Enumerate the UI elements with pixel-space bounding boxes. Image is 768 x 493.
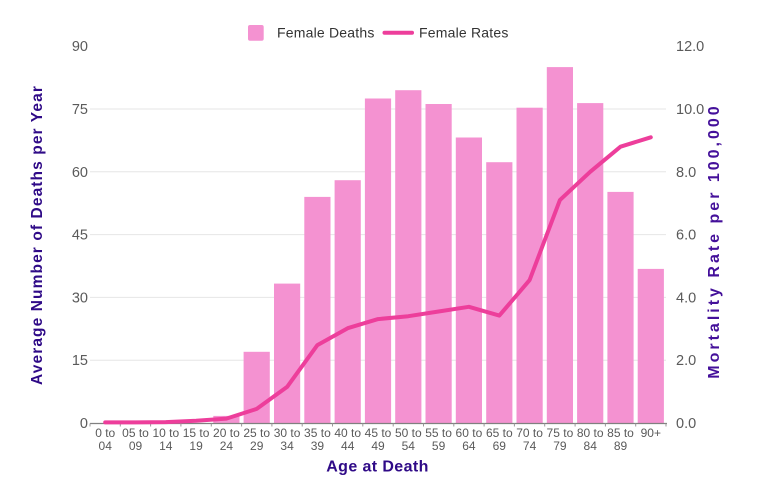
svg-text:25 to: 25 to (243, 426, 270, 440)
svg-text:44: 44 (341, 439, 355, 453)
svg-text:05 to: 05 to (122, 426, 149, 440)
svg-text:75: 75 (72, 102, 88, 118)
svg-text:4.0: 4.0 (676, 290, 696, 306)
svg-text:0.0: 0.0 (676, 416, 696, 432)
svg-text:20 to: 20 to (213, 426, 240, 440)
svg-text:84: 84 (584, 439, 598, 453)
svg-text:40 to: 40 to (334, 426, 361, 440)
svg-text:0: 0 (80, 416, 88, 432)
svg-text:24: 24 (220, 439, 234, 453)
svg-text:90+: 90+ (641, 426, 661, 440)
svg-text:45: 45 (72, 228, 88, 244)
svg-text:74: 74 (523, 439, 537, 453)
svg-text:30: 30 (72, 290, 88, 306)
svg-text:Female Deaths: Female Deaths (277, 25, 375, 41)
svg-text:2.0: 2.0 (676, 353, 696, 369)
svg-text:Average Number of Deaths per Y: Average Number of Deaths per Year (29, 85, 46, 385)
svg-text:0 to: 0 to (95, 426, 115, 440)
svg-text:35 to: 35 to (304, 426, 331, 440)
svg-text:59: 59 (432, 439, 446, 453)
svg-text:90: 90 (72, 39, 88, 55)
svg-text:49: 49 (371, 439, 385, 453)
svg-text:19: 19 (189, 439, 203, 453)
svg-text:Age at Death: Age at Death (326, 459, 429, 476)
svg-text:79: 79 (553, 439, 567, 453)
svg-text:39: 39 (311, 439, 325, 453)
svg-text:34: 34 (280, 439, 294, 453)
svg-text:70 to: 70 to (516, 426, 543, 440)
svg-text:85 to: 85 to (607, 426, 634, 440)
svg-text:Mortality Rate per 100,000: Mortality Rate per 100,000 (706, 103, 723, 378)
svg-text:14: 14 (159, 439, 173, 453)
svg-text:60: 60 (72, 165, 88, 181)
svg-text:55 to: 55 to (425, 426, 452, 440)
svg-text:04: 04 (99, 439, 113, 453)
svg-text:80 to: 80 to (577, 426, 604, 440)
svg-text:Female Rates: Female Rates (419, 25, 509, 41)
svg-text:30 to: 30 to (274, 426, 301, 440)
svg-text:15 to: 15 to (183, 426, 210, 440)
svg-text:6.0: 6.0 (676, 228, 696, 244)
svg-text:65 to: 65 to (486, 426, 513, 440)
svg-text:15: 15 (72, 353, 88, 369)
svg-text:29: 29 (250, 439, 264, 453)
svg-text:64: 64 (462, 439, 476, 453)
svg-text:50 to: 50 to (395, 426, 422, 440)
svg-text:10 to: 10 to (152, 426, 179, 440)
svg-text:10.0: 10.0 (676, 102, 704, 118)
svg-text:60 to: 60 to (456, 426, 483, 440)
svg-text:75 to: 75 to (547, 426, 574, 440)
svg-text:09: 09 (129, 439, 143, 453)
svg-text:12.0: 12.0 (676, 39, 704, 55)
svg-text:89: 89 (614, 439, 628, 453)
svg-text:45 to: 45 to (365, 426, 392, 440)
svg-text:69: 69 (493, 439, 507, 453)
svg-text:8.0: 8.0 (676, 165, 696, 181)
svg-text:54: 54 (402, 439, 416, 453)
